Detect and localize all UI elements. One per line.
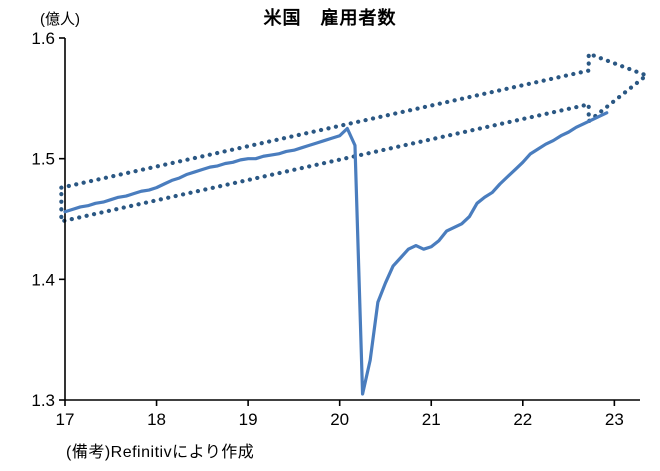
y-tick-label: 1.5	[31, 150, 55, 169]
y-axis-unit-label: (億人)	[40, 11, 80, 28]
x-tick-label: 18	[147, 410, 166, 429]
x-tick-label: 19	[239, 410, 258, 429]
x-tick-label: 20	[330, 410, 349, 429]
chart-title: 米国 雇用者数	[263, 8, 397, 28]
trend-arrow-band	[59, 51, 649, 224]
x-tick-label: 17	[56, 410, 75, 429]
x-tick-label: 23	[605, 410, 624, 429]
y-tick-label: 1.3	[31, 391, 55, 410]
employment-line-series	[63, 111, 609, 396]
x-tick-label: 22	[513, 410, 532, 429]
x-tick-label: 21	[422, 410, 441, 429]
y-tick-label: 1.6	[31, 29, 55, 48]
y-tick-label: 1.4	[31, 270, 55, 289]
source-note: (備考)Refinitivにより作成	[66, 444, 255, 461]
